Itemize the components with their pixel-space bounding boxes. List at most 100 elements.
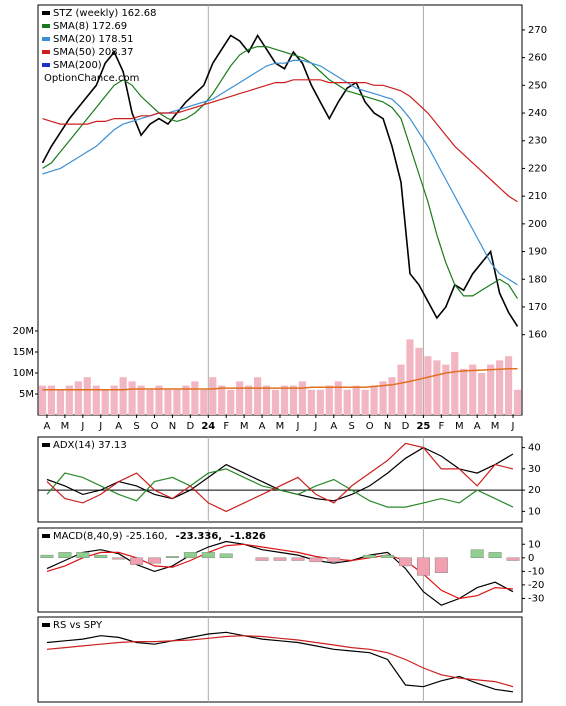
volume-bar <box>245 385 253 415</box>
histogram-bar <box>112 557 126 560</box>
volume-tick-label: 5M <box>19 389 34 400</box>
volume-bar <box>433 360 441 415</box>
series-line <box>46 631 514 693</box>
volume-bar <box>83 377 91 415</box>
histogram-bar <box>165 556 179 559</box>
series-line <box>46 540 514 606</box>
y-tick-label: 10 <box>528 539 541 550</box>
x-tick-label: A <box>474 421 481 432</box>
volume-bar <box>451 351 459 415</box>
histogram-bar <box>363 554 377 559</box>
legend-swatch <box>42 24 50 28</box>
volume-bar <box>227 389 235 415</box>
volume-bar <box>352 385 360 415</box>
legend-label: SMA(8) 172.69 <box>53 21 127 32</box>
x-tick-label: N <box>169 421 176 432</box>
volume-bar <box>442 364 450 415</box>
volume-bar <box>316 389 324 415</box>
volume-bar <box>146 389 154 415</box>
volume-bar <box>289 385 298 415</box>
x-tick-label: J <box>313 421 317 432</box>
x-tick-label: J <box>511 421 515 432</box>
x-tick-label: M <box>455 421 464 432</box>
x-tick-label: D <box>402 421 410 432</box>
legend-swatch <box>42 534 50 538</box>
legend-label: -1.826 <box>230 531 266 542</box>
x-tick-label: F <box>438 421 444 432</box>
y-tick-label: -30 <box>528 593 544 604</box>
volume-bar <box>325 385 333 415</box>
volume-bar <box>469 364 477 415</box>
legend-label: -23.336, <box>176 531 223 542</box>
legend-swatch <box>42 11 50 15</box>
volume-bar <box>271 389 280 415</box>
histogram-bar <box>488 552 502 559</box>
histogram-bar <box>255 557 269 561</box>
histogram-bar <box>327 557 341 563</box>
y-tick-label: 200 <box>528 219 547 230</box>
y-tick-label: 0 <box>528 553 534 564</box>
series-line <box>42 59 518 286</box>
x-tick-label: 25 <box>416 421 430 432</box>
histogram-bar <box>183 552 197 559</box>
histogram-bar <box>201 552 215 559</box>
y-tick-label: 190 <box>528 247 547 258</box>
y-tick-label: 30 <box>528 464 541 475</box>
legend-swatch <box>42 443 50 447</box>
volume-bar <box>164 389 172 415</box>
volume-bar <box>74 381 82 415</box>
volume-bar <box>218 385 226 415</box>
y-tick-label: 10 <box>528 506 541 517</box>
y-tick-label: 260 <box>528 53 547 64</box>
legend-label: SMA(20) 178.51 <box>53 34 134 45</box>
volume-bar <box>379 381 387 415</box>
x-tick-label: O <box>151 421 159 432</box>
volume-tick-label: 20M <box>13 326 34 337</box>
x-tick-label: J <box>98 421 102 432</box>
volume-bar <box>478 372 486 415</box>
volume-bar <box>38 385 47 415</box>
volume-bar <box>487 364 495 415</box>
y-tick-label: 270 <box>528 25 547 36</box>
volume-bar <box>92 385 100 415</box>
volume-bar <box>262 385 271 415</box>
volume-tick-label: 10M <box>13 368 34 379</box>
histogram-bar <box>219 553 233 559</box>
x-tick-label: M <box>276 421 285 432</box>
y-tick-label: 220 <box>528 163 547 174</box>
watermark: OptionChance.com <box>44 73 139 84</box>
volume-bar <box>236 381 244 415</box>
series-line <box>42 46 519 299</box>
y-tick-label: 20 <box>528 485 541 496</box>
y-tick-label: 160 <box>528 330 547 341</box>
y-tick-label: 180 <box>528 274 547 285</box>
x-tick-label: A <box>330 421 337 432</box>
series-line <box>46 468 514 508</box>
legend-label: STZ (weekly) 162.68 <box>53 8 156 19</box>
volume-bar <box>137 385 145 415</box>
volume-bar <box>370 385 378 415</box>
x-tick-label: D <box>187 421 195 432</box>
histogram-bar <box>416 557 430 576</box>
volume-bar <box>101 389 109 415</box>
volume-bar <box>56 389 64 415</box>
volume-bar <box>65 385 73 415</box>
volume-tick-label: 15M <box>13 347 34 358</box>
x-tick-label: A <box>115 421 122 432</box>
histogram-bar <box>399 557 412 567</box>
x-tick-label: M <box>240 421 249 432</box>
x-tick-label: N <box>384 421 391 432</box>
panel-frame <box>37 616 523 703</box>
y-tick-label: 230 <box>528 136 547 147</box>
x-tick-label: A <box>259 421 266 432</box>
panel-frame <box>37 436 523 523</box>
x-tick-label: M <box>61 421 70 432</box>
histogram-bar <box>130 557 144 565</box>
volume-bar <box>110 385 118 415</box>
legend-label: SMA(50) 208.37 <box>53 47 134 58</box>
x-tick-label: M <box>491 421 500 432</box>
x-tick-label: J <box>80 421 84 432</box>
histogram-bar <box>309 557 323 563</box>
legend-swatch <box>42 37 50 41</box>
volume-bar <box>513 389 522 415</box>
